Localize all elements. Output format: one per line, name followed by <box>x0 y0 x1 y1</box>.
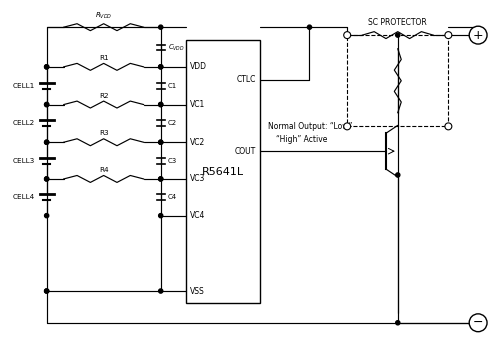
Circle shape <box>45 103 49 107</box>
Text: COUT: COUT <box>235 147 256 156</box>
Circle shape <box>45 289 49 293</box>
Text: VC3: VC3 <box>189 174 205 183</box>
Circle shape <box>445 32 452 39</box>
Circle shape <box>45 65 49 69</box>
Text: CELL2: CELL2 <box>12 120 35 126</box>
Circle shape <box>159 65 163 69</box>
Text: R1: R1 <box>99 55 109 61</box>
Text: R2: R2 <box>99 93 109 99</box>
Text: VC1: VC1 <box>189 100 205 109</box>
Circle shape <box>45 103 49 107</box>
Circle shape <box>396 321 400 325</box>
Circle shape <box>45 289 49 293</box>
Text: R4: R4 <box>99 167 109 173</box>
FancyBboxPatch shape <box>186 40 260 303</box>
Text: CELL4: CELL4 <box>12 194 35 200</box>
Text: C4: C4 <box>168 194 177 200</box>
Circle shape <box>159 25 163 29</box>
Text: VC4: VC4 <box>189 211 205 220</box>
Text: SC PROTECTOR: SC PROTECTOR <box>369 18 427 27</box>
Circle shape <box>159 177 163 181</box>
Circle shape <box>45 140 49 144</box>
Circle shape <box>159 289 163 293</box>
Circle shape <box>159 140 163 144</box>
Circle shape <box>396 173 400 177</box>
Text: R5641L: R5641L <box>202 166 244 176</box>
Circle shape <box>45 140 49 144</box>
Circle shape <box>159 214 163 218</box>
Text: CELL3: CELL3 <box>12 158 35 164</box>
Text: R3: R3 <box>99 130 109 136</box>
FancyBboxPatch shape <box>347 35 448 126</box>
Text: VDD: VDD <box>189 62 206 71</box>
Circle shape <box>159 140 163 144</box>
Circle shape <box>159 65 163 69</box>
Circle shape <box>469 314 487 332</box>
Text: C2: C2 <box>168 120 177 126</box>
Text: VC2: VC2 <box>189 138 205 147</box>
Circle shape <box>344 32 351 39</box>
Circle shape <box>45 214 49 218</box>
Circle shape <box>396 33 400 37</box>
Circle shape <box>445 123 452 130</box>
Circle shape <box>159 103 163 107</box>
Text: CELL1: CELL1 <box>12 83 35 89</box>
Circle shape <box>308 25 311 29</box>
Circle shape <box>469 26 487 44</box>
Text: +: + <box>473 29 484 42</box>
Text: C3: C3 <box>168 158 177 164</box>
Circle shape <box>344 123 351 130</box>
Circle shape <box>159 177 163 181</box>
Text: “High” Active: “High” Active <box>276 135 327 144</box>
Text: −: − <box>473 316 484 329</box>
Text: VSS: VSS <box>189 287 204 295</box>
Circle shape <box>45 177 49 181</box>
Text: $C_{VDD}$: $C_{VDD}$ <box>168 42 185 53</box>
Text: CTLC: CTLC <box>237 75 256 84</box>
Text: $R_{VDD}$: $R_{VDD}$ <box>95 11 113 21</box>
Circle shape <box>45 65 49 69</box>
Circle shape <box>159 103 163 107</box>
Text: C1: C1 <box>168 83 177 89</box>
Circle shape <box>45 177 49 181</box>
Text: Normal Output: “Low”: Normal Output: “Low” <box>268 122 352 131</box>
